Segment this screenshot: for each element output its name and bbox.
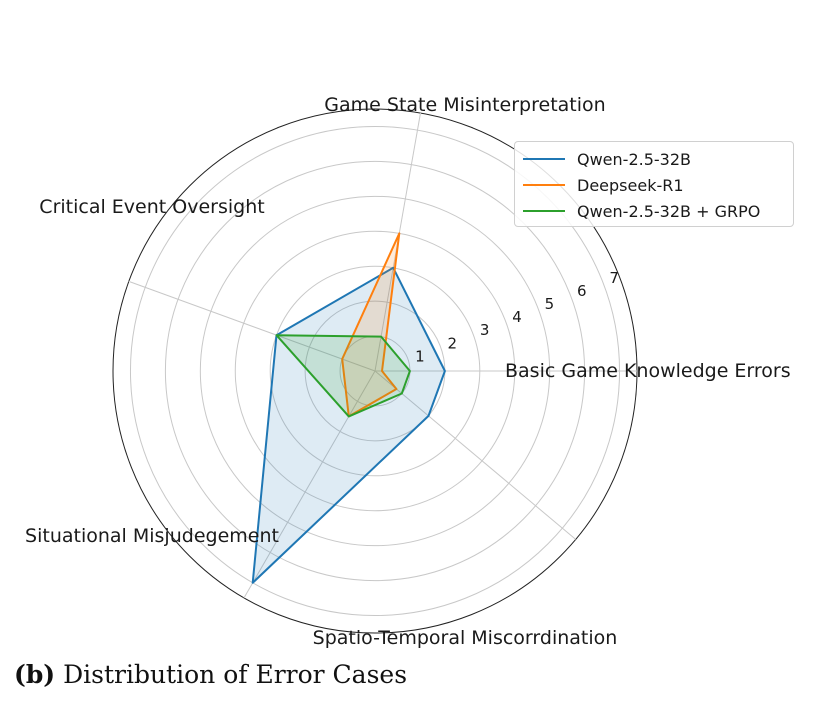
series-line-1 (251, 266, 446, 584)
radar-series (251, 232, 446, 584)
caption-label: (b) (14, 660, 56, 689)
legend-label-series-2: Deepseek-R1 (577, 175, 684, 195)
series-fill-3 (276, 335, 410, 417)
caption-text: Distribution of Error Cases (63, 660, 408, 689)
r-tick-label-5: 5 (545, 295, 555, 313)
r-tick-label-3: 3 (480, 321, 490, 339)
legend-label-series-1: Qwen-2.5-32B (577, 149, 691, 169)
r-tick-label-1: 1 (415, 347, 425, 365)
legend-item-series-3: Qwen-2.5-32B + GRPO (523, 198, 793, 224)
radar-labels: 1 2 3 4 5 6 7 Basic Game Knowledge Errors Game S… (25, 94, 791, 649)
axis-label-5: Spatio-Temporal Miscorrdination (313, 627, 618, 649)
legend-item-series-2: Deepseek-R1 (523, 172, 793, 198)
axis-label-2: Game State Misinterpretation (324, 94, 605, 116)
legend-swatch-series-1 (523, 158, 565, 160)
axis-label-4: Situational Misjudegement (25, 525, 279, 547)
radar-grid (112, 108, 638, 634)
figure-caption: (b) Distribution of Error Cases (14, 660, 407, 689)
spoke-3 (128, 280, 376, 372)
legend-label-series-3: Qwen-2.5-32B + GRPO (577, 201, 761, 221)
legend: Qwen-2.5-32B Deepseek-R1 Qwen-2.5-32B + … (514, 141, 794, 227)
r-tick-label-7: 7 (609, 269, 619, 287)
series-fill-1 (252, 267, 445, 583)
series-line-2 (341, 232, 401, 418)
axis-label-1: Basic Game Knowledge Errors (505, 360, 791, 382)
spoke-4 (243, 370, 376, 599)
series-line-3 (275, 334, 411, 418)
r-tick-label-2: 2 (447, 334, 457, 352)
axis-label-3: Critical Event Oversight (39, 196, 264, 218)
legend-item-series-1: Qwen-2.5-32B (523, 146, 793, 172)
spoke-5 (374, 370, 577, 540)
legend-swatch-series-2 (523, 184, 565, 186)
series-fill-2 (342, 233, 400, 417)
r-tick-label-4: 4 (512, 308, 522, 326)
legend-swatch-series-3 (523, 210, 565, 212)
r-tick-label-6: 6 (577, 282, 587, 300)
